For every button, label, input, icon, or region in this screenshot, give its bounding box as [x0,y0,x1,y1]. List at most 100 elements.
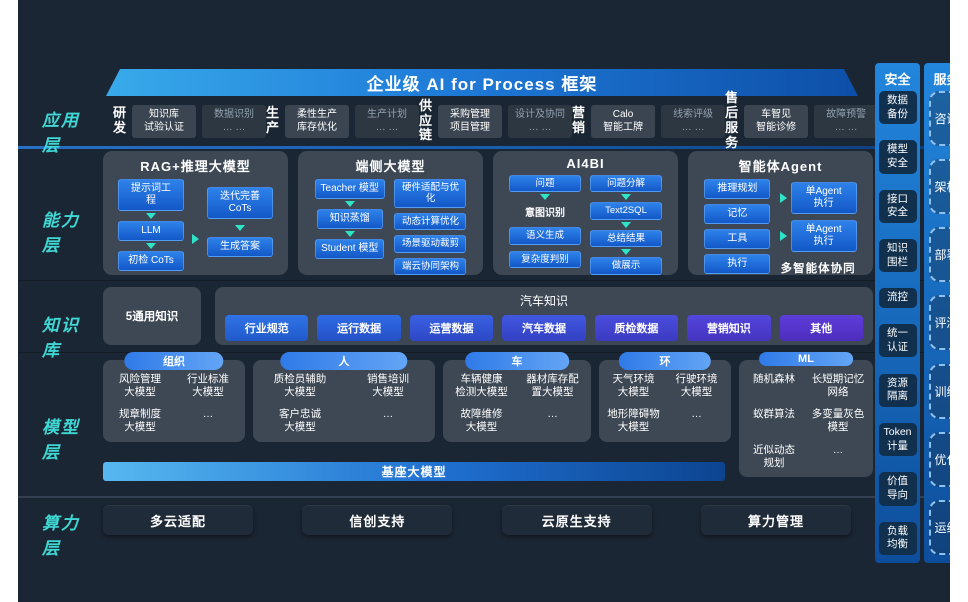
service-item: 部署 [928,227,950,283]
knowledge-pill: 其他 [779,315,863,341]
compute-button: 算力管理 [700,505,851,535]
compute-button: 云原生支持 [501,505,652,535]
knowledge-domain-box: 汽车知识 行业规范 运行数据 运营数据 汽车数据 质检数据 营销知识 其他 [215,287,873,345]
arrow-right-icon [779,193,787,203]
arrow-down-icon [344,231,355,237]
cap-pill: 语义生成 [509,227,581,245]
app-group-label: 售后服务 [725,90,739,150]
app-group-marketing: 营销 Calo 智能工牌 线索评级 … … [572,104,726,138]
model-box-vehicle: 车 车辆健康 检测大模型 器材库存配 置大模型 故障维修 大模型 … [443,352,591,442]
security-panel: 安全 数据 备份 模型 安全 接口 安全 知识 围栏 流控 统一 认证 资源 隔… [875,63,920,563]
service-item: 优化 [928,431,950,487]
model-item: 规章制度 大模型 [119,408,161,434]
cap-pill: 问题分解 [590,175,662,193]
knowledge-pill: 汽车数据 [502,315,586,341]
security-item: 流控 [878,288,917,309]
security-item: Token 计量 [878,422,917,457]
layer-label-capability: 能力层 [42,211,80,255]
knowledge-pill: 运营数据 [409,315,494,341]
cap-pill: 硬件适配与优 化 [394,179,467,208]
model-tab: 环 [618,352,712,370]
app-group-after-sales: 售后服务 车智见 智能诊修 故障预警 … … [725,90,879,151]
model-item: … [382,408,394,421]
model-item: 行驶环境 大模型 [675,373,718,399]
cap-pill: 端云协同架构 [394,257,467,275]
layer-divider [18,280,950,281]
agent-list-left: 推理规划 记忆 工具 执行 [704,179,771,274]
app-group-label: 供应链 [419,97,433,143]
model-item: … [547,408,558,421]
cap-pill: 记忆 [704,204,771,224]
arrow-down-icon [621,221,631,228]
app-pill-primary: 车智见 智能诊修 [744,104,809,138]
cap-pill: 迭代完善 CoTs [207,187,273,219]
application-layer-row: 研发 知识库 试验认证 数据识别 … … 生产 柔性生产 库存优化 生产计划 …… [113,90,879,150]
model-item: 行业标准 大模型 [187,373,229,399]
cap-pill: 执行 [704,254,771,274]
layer-label-knowledge: 知识库 [42,316,80,360]
cap-pill: LLM [118,221,184,241]
model-item: … [202,408,214,421]
cap-pill: 动态计算优化 [394,212,467,231]
cap-pill: 生成答案 [207,237,273,257]
app-pill-secondary: 数据识别 … … [202,104,267,138]
cap-pill: 做展示 [590,257,662,275]
knowledge-general-box: 5通用知识 [103,287,201,345]
arrow-down-icon [235,225,245,231]
model-item: 器材库存配 置大模型 [526,373,579,399]
agent-caption: 多智能体协同 [780,263,856,275]
security-title: 安全 [884,72,911,87]
app-pill-secondary: 线索评级 … … [661,104,726,138]
service-item: 咨询 [928,91,950,146]
model-item: 天气环境 大模型 [612,373,655,399]
ai4bi-flow-right: 问题分解 Text2SQL 总结结果 做展示 [590,175,662,275]
cap-pill: Text2SQL [590,202,662,220]
model-item: 销售培训 大模型 [367,373,409,399]
model-item: 车辆健康 检测大模型 [455,373,508,399]
cap-pill: 提示词工 程 [118,179,184,211]
app-group-supply-chain: 供应链 采购管理 项目管理 设计及协同 … … [419,97,573,144]
knowledge-pill: 营销知识 [687,315,771,341]
services-title: 服务 [933,72,950,87]
cap-pill: Student 模型 [315,239,385,259]
cap-box-title: AI4BI [566,156,605,171]
edge-flow-left: Teacher 模型 知识蒸馏 Student 模型 [314,179,385,259]
service-item: 架构 [928,159,950,215]
banner: 企业级 AI for Process 框架 [106,69,858,96]
arrow-down-icon [344,201,355,207]
layer-divider [18,496,950,498]
model-item: … [691,408,702,421]
model-item: 长短期记忆 网络 [811,373,865,399]
cap-step-text: 意图识别 [525,208,565,220]
arrow-down-icon [621,249,631,256]
app-pill-primary: Calo 智能工牌 [591,104,656,138]
cap-pill: 单Agent 执行 [790,220,857,252]
app-pill-secondary: 生产计划 … … [355,104,420,138]
model-item: 故障维修 大模型 [460,408,503,434]
model-item: … [832,443,844,456]
app-pill-primary: 采购管理 项目管理 [438,104,503,138]
model-tab: ML [759,352,853,366]
cap-pill: 工具 [704,229,771,249]
knowledge-layer-row: 5通用知识 汽车知识 行业规范 运行数据 运营数据 汽车数据 质检数据 营销知识… [103,287,873,345]
ai4bi-flow-left: 问题 意图识别 语义生成 复杂度判别 [509,175,581,269]
compute-button: 多云适配 [103,505,253,535]
service-item: 评测 [928,295,950,351]
arrow-right-icon [192,234,199,244]
model-tab: 组织 [124,352,224,370]
framework-diagram: 企业级 AI for Process 框架 应用层 能力层 知识库 模型层 算力… [18,0,950,602]
arrow-down-icon [621,194,631,201]
security-item: 接口 安全 [878,189,917,223]
app-group-label: 生产 [266,105,280,135]
model-item: 客户忠诚 大模型 [279,408,321,434]
model-layer-row: 组织 风险管理 大模型 行业标准 大模型 规章制度 大模型 … 人 质检员辅助 … [103,352,873,477]
security-item: 资源 隔离 [878,373,917,407]
app-pill-secondary: 设计及协同 … … [508,104,573,138]
model-item: 随机森林 [753,373,795,385]
cap-pill: 初检 CoTs [118,251,184,271]
security-item: 统一 认证 [878,324,917,358]
knowledge-domain-title: 汽车知识 [519,294,568,308]
banner-title: 企业级 AI for Process 框架 [366,75,598,94]
layer-label-model: 模型层 [42,418,80,462]
